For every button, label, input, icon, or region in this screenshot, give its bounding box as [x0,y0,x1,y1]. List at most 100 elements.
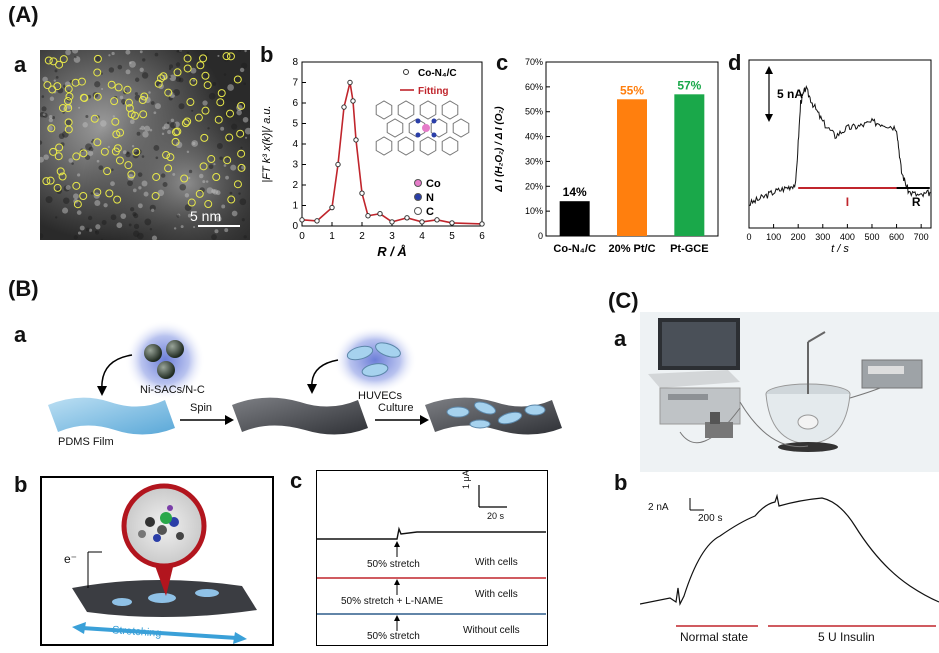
speckle [64,81,71,88]
y-axis-label: Δ I (H₂O₂) / Δ I (O₂) [494,106,505,193]
atom-marker [166,153,175,162]
data-point [314,218,320,224]
data-point [434,217,440,223]
atom-marker [48,85,57,94]
atom-marker [55,60,64,69]
atom-marker [77,77,86,86]
atom-marker [71,78,80,87]
trace-3-cond: Without cells [463,625,520,636]
panel-a-d-letter: d [728,50,742,75]
section-c-label: (C) [608,288,639,313]
speckle [190,67,197,74]
bar-value-label: 14% [563,185,587,199]
speckle [120,213,127,219]
atom-marker [164,164,173,173]
bowl-base [778,442,838,452]
syringe [868,366,904,374]
speckle [42,113,46,116]
atom-marker [79,191,88,200]
speckle [74,55,77,59]
y-tick-label: 0 [292,221,298,232]
atom-marker [162,151,171,160]
speckle [229,191,233,195]
atom-marker [203,81,212,90]
cable [849,387,881,399]
data-point [419,219,425,225]
speckle [82,122,88,128]
atom-marker [140,92,149,101]
ring [441,136,459,156]
atom-marker [72,152,81,161]
speckle [170,118,175,123]
atom-marker [44,56,53,65]
nanoparticle [144,344,162,362]
speckle [90,140,94,143]
atom-marker [201,106,210,115]
speckle [220,126,225,131]
data-point [299,217,305,223]
atom-marker [114,83,123,92]
speckle [100,120,107,127]
y-tick-label: 70% [525,57,543,67]
panel-b-a-letter: a [14,322,27,347]
speckle [131,145,135,148]
speckle [141,72,149,79]
atom-marker [93,92,102,101]
scale-x-label: 20 s [487,511,505,521]
insulin-response-chart: 2 nA 200 s Normal state 5 U Insulin [639,476,939,648]
speckle [243,235,247,239]
ring [441,100,459,120]
atom-marker [110,97,119,106]
label-culture: Culture [378,402,414,414]
atom-marker [132,147,141,156]
speckle [238,192,241,195]
x-tick-label: 3 [389,231,395,242]
cells-glow [333,326,417,394]
data-point [353,137,359,143]
speckle [73,235,78,240]
atom-marker [58,103,67,112]
stretching-arrow [81,626,238,640]
speckle [88,228,93,232]
trace-1-stim: 50% stretch [367,559,420,570]
atom-marker [195,189,204,198]
stem-image-svg [40,50,250,240]
speckle [139,50,143,54]
current-trace-chart: 0 100 200 300 400 500 600 700 I R 5 nA t / s [735,56,939,256]
atom-marker [233,180,242,189]
speckle [144,125,151,132]
n-atom [431,118,437,124]
atom-marker [183,54,192,63]
cell [361,363,389,377]
speckle [205,180,209,183]
trace-3-stim: 50% stretch [367,631,420,642]
atom-marker [113,195,122,204]
speckle [94,81,101,88]
speckle [79,225,85,231]
bar [559,201,590,236]
single-atom-markers [42,52,246,209]
speckle [160,173,166,178]
atom-marker [42,177,51,186]
speckle [169,76,172,79]
co-atom [422,124,430,132]
speckle [239,67,245,73]
speckle [144,218,152,226]
speckle [169,64,174,69]
speckle [136,149,142,155]
speckle [40,233,44,239]
cell [524,404,546,416]
atom-marker [201,71,210,80]
panel-b-c-letter: c [290,468,303,493]
atom-marker [154,79,163,88]
speckle-texture [40,50,250,240]
speckle [142,58,146,62]
insulin-label: 5 U Insulin [818,630,875,644]
speckle [134,77,140,82]
atom-marker [115,156,124,165]
atom-marker [157,74,166,83]
speckle [94,230,100,235]
atom-marker [233,75,242,84]
data-point [377,211,383,217]
speckle [193,225,196,229]
